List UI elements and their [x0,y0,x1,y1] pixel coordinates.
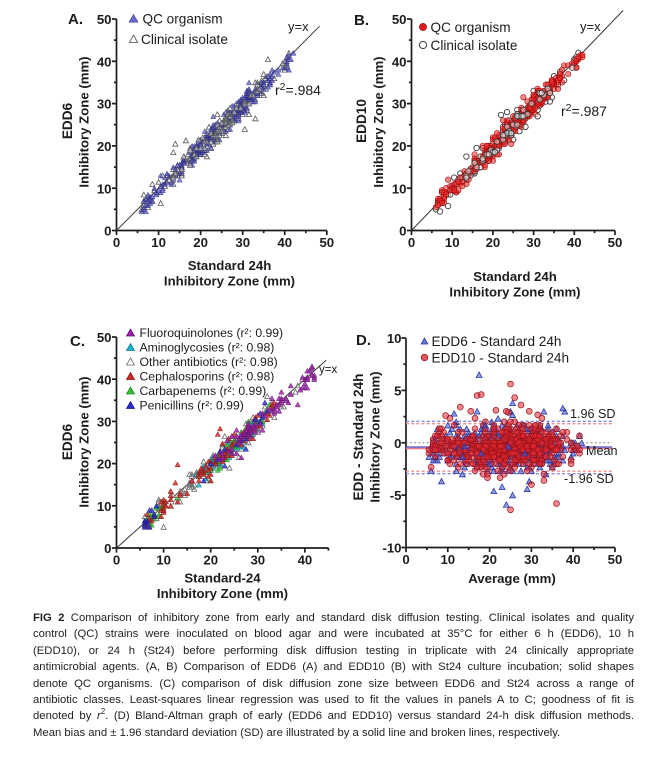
svg-text:5: 5 [394,384,401,399]
svg-text:30: 30 [97,415,112,430]
svg-text:20: 20 [193,235,208,250]
svg-text:0: 0 [408,235,415,250]
svg-text:10: 10 [156,553,171,568]
svg-text:Penicillins (r²: 0.99): Penicillins (r²: 0.99) [140,398,244,412]
svg-text:40: 40 [392,54,407,69]
svg-text:QC organism: QC organism [431,20,511,35]
svg-text:-5: -5 [390,488,402,503]
svg-text:20: 20 [482,552,497,567]
svg-text:10: 10 [151,235,166,250]
svg-text:30: 30 [97,97,112,112]
svg-text:Inhibitory Zone (mm): Inhibitory Zone (mm) [164,273,295,288]
svg-text:10: 10 [97,181,112,196]
svg-text:0: 0 [104,541,111,556]
svg-text:B.: B. [354,12,369,29]
svg-text:50: 50 [319,235,334,250]
svg-text:Mean: Mean [586,444,618,458]
svg-text:EDD6 - Standard 24h: EDD6 - Standard 24h [432,334,562,349]
svg-text:1.96 SD: 1.96 SD [570,407,616,421]
svg-text:Fluoroquinolones (r²: 0.99): Fluoroquinolones (r²: 0.99) [140,326,284,340]
svg-text:10: 10 [387,331,402,346]
svg-text:r2=.987: r2=.987 [561,102,607,119]
svg-text:EDD10: EDD10 [354,99,369,143]
svg-text:20: 20 [486,235,501,250]
svg-text:y=x: y=x [288,19,309,34]
svg-text:Inhibitory Zone (mm): Inhibitory Zone (mm) [77,56,92,187]
svg-text:Standard-24: Standard-24 [184,571,261,586]
svg-text:EDD6: EDD6 [60,423,75,460]
svg-text:Other antibiotics (r²: 0.98): Other antibiotics (r²: 0.98) [140,355,278,369]
svg-text:y=x: y=x [580,19,601,34]
svg-text:50: 50 [608,552,623,567]
svg-text:-1.96 SD: -1.96 SD [564,472,614,486]
svg-text:0: 0 [113,235,120,250]
svg-text:50: 50 [392,12,407,27]
svg-text:Inhibitory Zone (mm): Inhibitory Zone (mm) [368,371,383,502]
svg-text:50: 50 [608,235,623,250]
svg-text:50: 50 [97,330,112,345]
svg-text:Aminoglycosies (r²: 0.98): Aminoglycosies (r²: 0.98) [140,340,275,354]
svg-text:D.: D. [356,332,371,349]
svg-text:Standard 24h: Standard 24h [188,258,272,273]
svg-text:Inhibitory Zone (mm): Inhibitory Zone (mm) [157,586,288,601]
svg-text:0: 0 [402,552,409,567]
svg-text:20: 20 [97,139,112,154]
svg-text:0: 0 [113,553,120,568]
svg-text:40: 40 [567,235,582,250]
svg-text:20: 20 [203,553,218,568]
svg-text:10: 10 [97,499,112,514]
svg-text:40: 40 [277,235,292,250]
svg-text:-10: -10 [382,541,401,556]
svg-text:30: 30 [526,235,541,250]
svg-text:Inhibitory Zone (mm): Inhibitory Zone (mm) [77,376,92,507]
svg-text:QC organism: QC organism [143,12,223,27]
svg-text:EDD10 - Standard 24h: EDD10 - Standard 24h [432,351,570,366]
svg-text:30: 30 [524,552,539,567]
svg-text:Clinical isolate: Clinical isolate [141,32,228,47]
svg-text:r2=.984: r2=.984 [275,81,321,98]
svg-text:Inhibitory Zone (mm): Inhibitory Zone (mm) [371,56,386,187]
svg-text:10: 10 [440,552,455,567]
svg-text:EDD - Standard 24h: EDD - Standard 24h [351,374,366,501]
svg-text:40: 40 [97,372,112,387]
svg-text:0: 0 [399,224,406,239]
svg-text:Carbapenems (r²: 0.99): Carbapenems (r²: 0.99) [140,384,267,398]
svg-text:Standard 24h: Standard 24h [473,269,557,284]
svg-text:Inhibitory Zone (mm): Inhibitory Zone (mm) [449,285,580,300]
svg-text:Cephalosporins (r²: 0.98): Cephalosporins (r²: 0.98) [140,369,275,383]
svg-text:40: 40 [298,553,313,568]
svg-text:A.: A. [68,11,83,28]
svg-text:30: 30 [250,553,265,568]
svg-text:20: 20 [97,457,112,472]
svg-text:30: 30 [392,97,407,112]
svg-text:0: 0 [394,436,401,451]
svg-text:C.: C. [70,333,85,350]
svg-text:Average (mm): Average (mm) [468,571,555,586]
svg-text:10: 10 [392,181,407,196]
svg-text:Clinical isolate: Clinical isolate [431,38,518,53]
svg-text:40: 40 [566,552,581,567]
svg-text:20: 20 [392,139,407,154]
svg-text:50: 50 [97,12,112,27]
svg-text:0: 0 [104,224,111,239]
svg-text:y=x: y=x [319,364,337,376]
svg-text:30: 30 [235,235,250,250]
svg-text:EDD6: EDD6 [60,102,75,139]
svg-text:10: 10 [445,235,460,250]
svg-text:40: 40 [97,54,112,69]
